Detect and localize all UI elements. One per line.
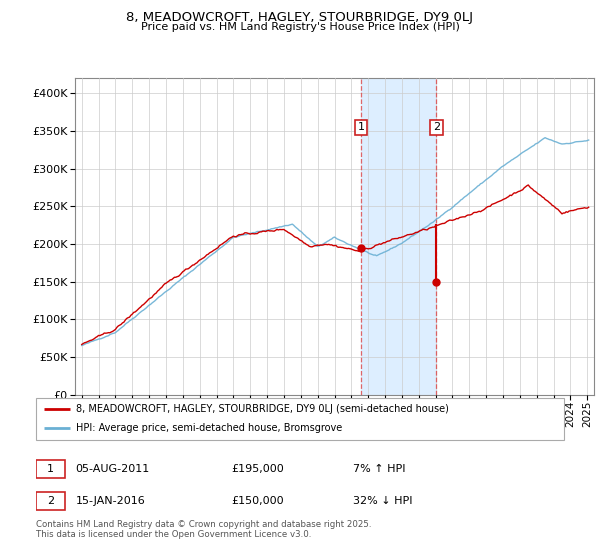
Text: 7% ↑ HPI: 7% ↑ HPI — [353, 464, 406, 474]
Text: Contains HM Land Registry data © Crown copyright and database right 2025.
This d: Contains HM Land Registry data © Crown c… — [36, 520, 371, 539]
Text: £195,000: £195,000 — [232, 464, 284, 474]
Text: 32% ↓ HPI: 32% ↓ HPI — [353, 496, 412, 506]
FancyBboxPatch shape — [36, 460, 65, 478]
Bar — [361, 78, 436, 395]
Text: 15-JAN-2016: 15-JAN-2016 — [76, 496, 145, 506]
Point — [356, 244, 366, 253]
Text: Price paid vs. HM Land Registry's House Price Index (HPI): Price paid vs. HM Land Registry's House … — [140, 22, 460, 32]
Text: 1: 1 — [47, 464, 54, 474]
Text: 8, MEADOWCROFT, HAGLEY, STOURBRIDGE, DY9 0LJ (semi-detached house): 8, MEADOWCROFT, HAGLEY, STOURBRIDGE, DY9… — [76, 404, 448, 414]
Point — [431, 277, 441, 286]
Text: 2: 2 — [47, 496, 54, 506]
Text: £150,000: £150,000 — [232, 496, 284, 506]
Text: 2: 2 — [433, 123, 440, 132]
Text: 8, MEADOWCROFT, HAGLEY, STOURBRIDGE, DY9 0LJ: 8, MEADOWCROFT, HAGLEY, STOURBRIDGE, DY9… — [127, 11, 473, 24]
Text: HPI: Average price, semi-detached house, Bromsgrove: HPI: Average price, semi-detached house,… — [76, 423, 342, 433]
Text: 05-AUG-2011: 05-AUG-2011 — [76, 464, 150, 474]
FancyBboxPatch shape — [36, 492, 65, 510]
Text: 1: 1 — [358, 123, 365, 132]
